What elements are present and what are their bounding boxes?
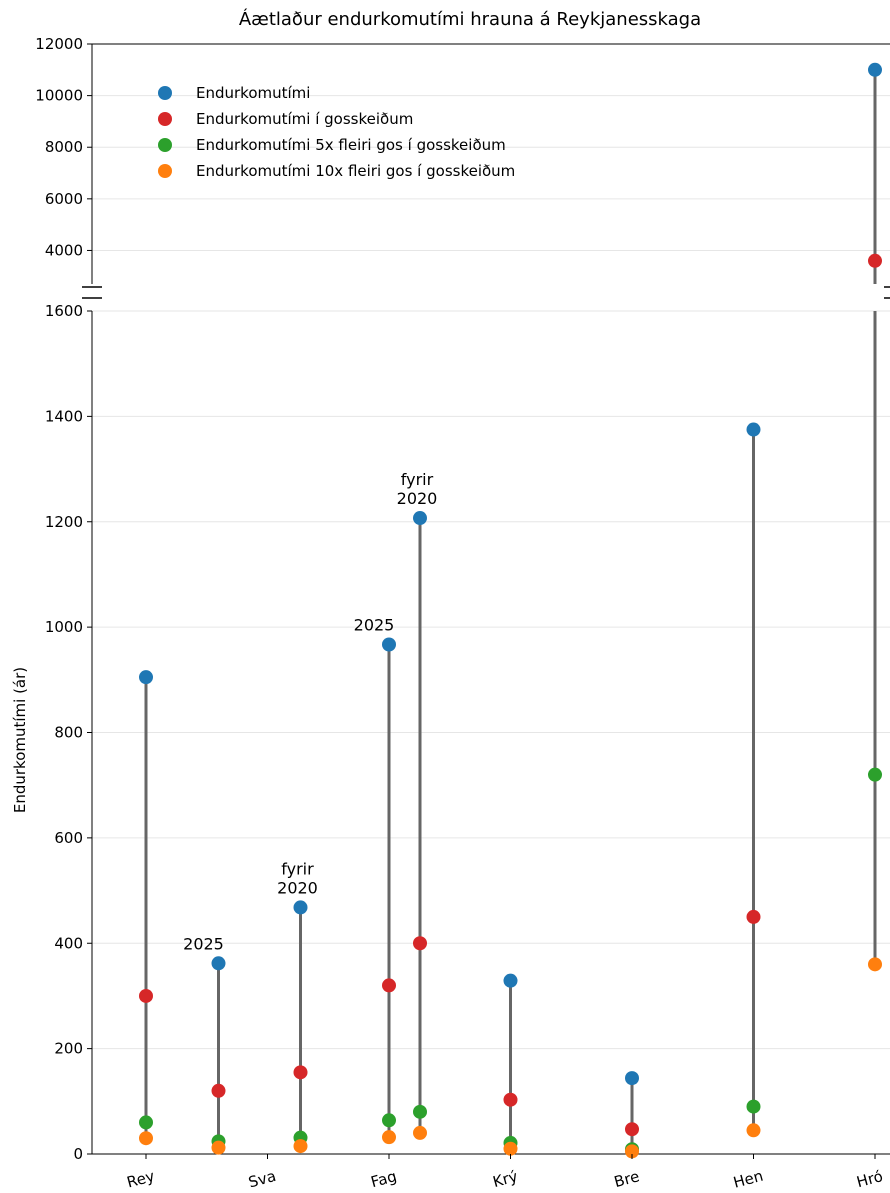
y-tick-label: 4000: [45, 241, 83, 259]
data-point: [413, 936, 427, 951]
data-point: [503, 1092, 518, 1107]
legend-marker: [158, 138, 172, 152]
data-point: [413, 1104, 427, 1119]
y-tick-label: 12000: [35, 35, 83, 53]
legend-label: Endurkomutími: [196, 84, 310, 102]
legend-marker: [158, 86, 172, 100]
point-annotation: fyrir: [281, 859, 314, 878]
data-point: [382, 637, 396, 652]
point-annotation: 2025: [183, 934, 224, 953]
point-annotation: 2020: [397, 489, 438, 508]
y-tick-label: 1400: [45, 407, 83, 425]
stems-layer: [144, 69, 877, 1152]
data-point: [625, 1144, 639, 1159]
axes-layer: [82, 43, 890, 1155]
y-tick-label: 1600: [45, 302, 83, 320]
data-point: [625, 1122, 639, 1137]
data-point: [868, 957, 882, 972]
y-tick-label: 8000: [45, 138, 83, 156]
data-point: [382, 978, 396, 993]
data-point: [293, 1065, 308, 1080]
legend-marker: [158, 164, 172, 178]
data-point: [211, 956, 226, 971]
legend: Endurkomutími Endurkomutími í gosskeiðum E…: [158, 84, 515, 180]
legend-label: Endurkomutími 10x fleiri gos í gosskeiðu…: [196, 162, 515, 180]
x-tick-label: Hen: [731, 1167, 765, 1192]
y-tick-label: 10000: [35, 87, 83, 105]
y-tick-label: 1000: [45, 618, 83, 636]
data-point: [139, 1131, 153, 1146]
data-point: [746, 909, 761, 924]
y-tick-label: 200: [54, 1040, 83, 1058]
data-point: [413, 511, 427, 526]
data-point: [746, 422, 761, 437]
x-tick-label: Bre: [612, 1167, 641, 1191]
y-tick-label: 400: [54, 934, 83, 952]
data-point: [211, 1083, 226, 1098]
data-point: [382, 1130, 396, 1145]
data-point: [139, 1115, 153, 1130]
data-point: [293, 900, 308, 915]
y-tick-label: 1200: [45, 513, 83, 531]
point-annotation: 2025: [354, 616, 395, 635]
points-layer: [139, 62, 882, 1159]
data-point: [868, 253, 882, 268]
ticks-layer: 0 200 400 600 800 1000 1200 1400 1600 4000 6000 800…: [35, 35, 884, 1192]
legend-marker: [158, 112, 172, 126]
data-point: [139, 988, 153, 1003]
point-annotation: 2020: [277, 878, 318, 897]
legend-label: Endurkomutími 5x fleiri gos í gosskeiðum: [196, 136, 506, 154]
x-tick-label: Hró: [855, 1167, 885, 1191]
data-point: [382, 1113, 396, 1128]
chart-title: Áætlaður endurkomutími hrauna á Reykjane…: [239, 8, 701, 30]
data-point: [211, 1140, 226, 1155]
y-tick-label: 6000: [45, 190, 83, 208]
y-tick-label: 800: [54, 724, 83, 742]
x-tick-label: Fag: [369, 1167, 399, 1191]
data-point: [503, 973, 518, 988]
y-tick-label: 600: [54, 829, 83, 847]
point-annotation: fyrir: [401, 470, 434, 489]
x-tick-label: Sva: [247, 1167, 278, 1192]
x-tick-label: Rey: [125, 1167, 157, 1192]
y-axis-label: Endurkomutími (ár): [11, 667, 29, 813]
data-point: [503, 1141, 518, 1156]
x-tick-label: Krý: [491, 1167, 520, 1191]
data-point: [746, 1123, 761, 1138]
data-point: [413, 1125, 427, 1140]
data-point: [746, 1099, 761, 1114]
grid-layer: [92, 43, 890, 1050]
y-tick-label: 0: [73, 1145, 83, 1163]
data-point: [868, 767, 882, 782]
legend-label: Endurkomutími í gosskeiðum: [196, 110, 413, 128]
data-point: [625, 1071, 639, 1086]
data-point: [868, 62, 882, 77]
data-point: [139, 670, 153, 685]
data-point: [293, 1139, 308, 1154]
